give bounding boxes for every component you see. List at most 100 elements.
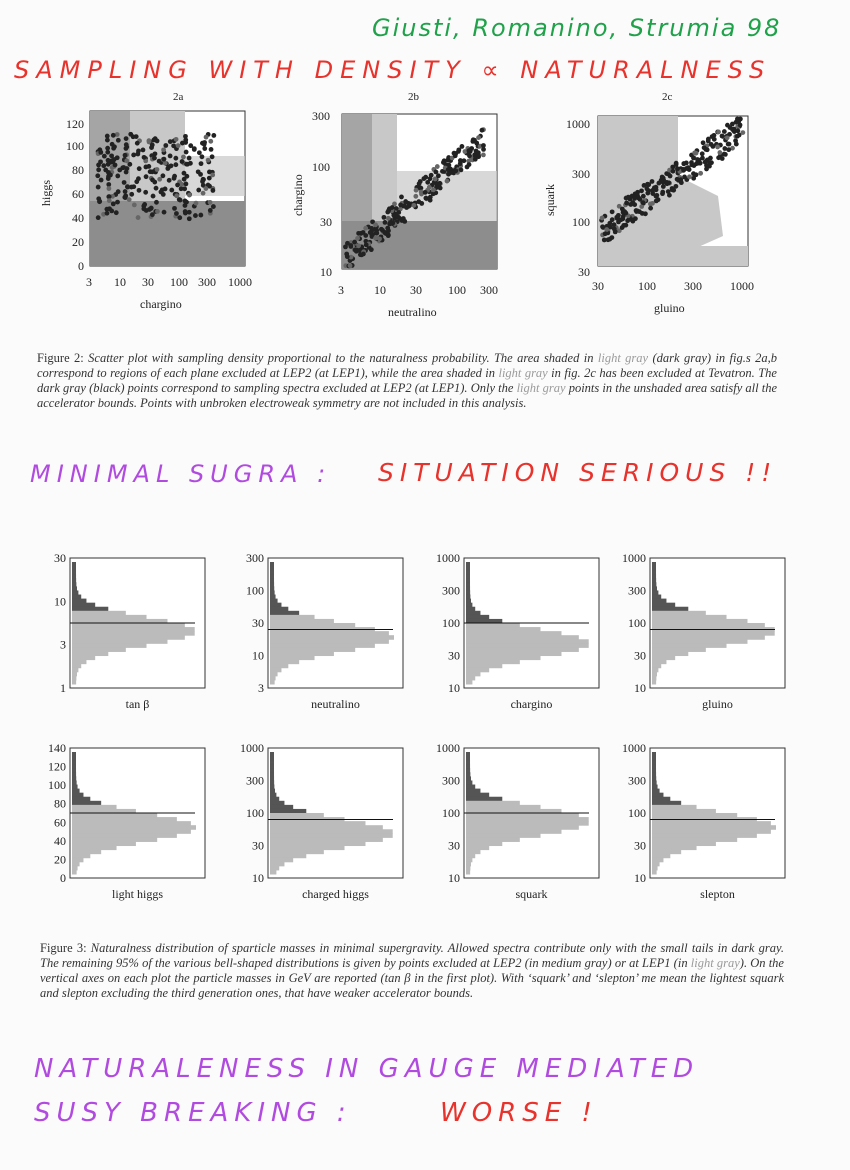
scatter-point <box>664 171 670 176</box>
scatter-points-2b <box>343 127 486 269</box>
scatter-point <box>481 143 486 148</box>
histogram-bar <box>466 606 476 612</box>
scatter-point <box>121 180 127 185</box>
scatter-point <box>421 176 427 181</box>
histogram-bar <box>466 582 471 587</box>
scatter-point <box>110 132 116 138</box>
scatter-point <box>370 219 375 225</box>
scatter-point <box>711 136 717 142</box>
y-tick: 300 <box>628 774 646 788</box>
y-tick: 40 <box>54 834 66 848</box>
histogram-bar <box>72 865 78 871</box>
histogram-bar <box>466 566 471 571</box>
histogram-bar <box>270 562 275 567</box>
scatter-point <box>726 141 732 147</box>
scatter-point <box>724 135 730 141</box>
scatter-points-2c <box>599 116 746 243</box>
scatter-plot-2a: 2a 120 100 80 60 40 20 0 3 10 30 100 300… <box>39 91 252 311</box>
histogram-bar <box>652 598 667 604</box>
histogram-bar <box>466 841 503 847</box>
y-tick: 40 <box>72 211 84 225</box>
histogram-bar <box>270 772 275 777</box>
histogram-bar <box>72 853 91 859</box>
histogram-bar <box>270 841 366 847</box>
histogram-bar <box>270 590 275 596</box>
histogram-bar <box>652 772 657 777</box>
histogram-bar <box>466 800 520 806</box>
histogram-bar <box>652 671 658 677</box>
caption-label: Figure 2: <box>37 351 84 365</box>
scatter-point <box>422 189 428 195</box>
scatter-point <box>708 141 714 147</box>
scatter-point <box>101 153 107 159</box>
scatter-point <box>453 168 459 174</box>
caption-text: (dark gray) in fig.s 2a,b correspond to … <box>37 351 777 380</box>
scatter-point <box>178 186 184 192</box>
scatter-point <box>155 208 160 214</box>
histogram-bar <box>270 825 383 830</box>
histogram-bar <box>466 570 471 575</box>
scatter-point <box>356 230 362 236</box>
scatter-point <box>689 160 694 165</box>
scatter-point <box>95 184 101 190</box>
scatter-point <box>427 197 433 203</box>
histogram-bar <box>72 772 77 777</box>
scatter-point <box>173 155 179 161</box>
scatter-point <box>146 138 152 144</box>
y-tick: 140 <box>48 741 66 755</box>
scatter-point <box>355 235 360 241</box>
scatter-point <box>607 220 613 226</box>
scatter-point <box>456 147 462 153</box>
caption-text: ). On the vertical axes on each plot the… <box>40 956 784 1000</box>
scatter-point <box>201 141 207 147</box>
x-axis-label: chargino <box>511 697 553 711</box>
scatter-point <box>664 180 670 185</box>
scatter-point <box>156 158 162 164</box>
y-tick: 1000 <box>622 551 646 565</box>
histogram-bar <box>72 590 79 596</box>
x-tick: 30 <box>592 279 604 293</box>
histogram-bar <box>270 865 280 871</box>
histogram-bar <box>466 760 471 765</box>
histogram-bar <box>466 647 579 652</box>
x-tick: 300 <box>480 283 498 297</box>
scatter-point <box>107 206 112 212</box>
scatter-point <box>207 169 212 175</box>
histogram-bar <box>466 808 562 814</box>
scatter-point <box>151 137 157 143</box>
histogram-bar <box>270 655 315 661</box>
scatter-point <box>604 227 610 232</box>
scatter-point <box>426 184 432 190</box>
histogram-bar <box>270 594 276 600</box>
scatter-point <box>445 157 451 163</box>
histogram-bar <box>72 825 196 830</box>
scatter-point <box>184 161 189 167</box>
scatter-point <box>135 215 141 220</box>
scatter-point <box>363 242 369 248</box>
scatter-point <box>168 163 174 169</box>
histogram-bar <box>652 796 671 802</box>
histogram-bar <box>270 780 275 786</box>
y-tick: 300 <box>628 584 646 598</box>
histogram-bar <box>466 792 490 798</box>
scatter-point <box>182 186 188 192</box>
histogram-bar <box>652 804 697 810</box>
y-tick: 100 <box>66 139 84 153</box>
histogram-bar <box>270 675 276 681</box>
scatter-point <box>602 231 608 237</box>
histogram-bar <box>270 578 275 583</box>
histogram-bar <box>466 631 562 636</box>
scatter-point <box>106 198 112 204</box>
histogram-bar <box>466 598 472 604</box>
y-tick: 100 <box>312 160 330 174</box>
histogram-bar <box>466 667 490 673</box>
scatter-point <box>175 182 180 188</box>
histogram-bar <box>72 578 77 583</box>
scatter-point <box>152 155 157 161</box>
histogram-bar <box>652 610 706 616</box>
scatter-point <box>161 147 167 153</box>
scatter-point <box>382 219 388 225</box>
y-tick: 30 <box>320 215 332 229</box>
scatter-point <box>195 169 201 175</box>
scatter-point <box>619 206 625 212</box>
